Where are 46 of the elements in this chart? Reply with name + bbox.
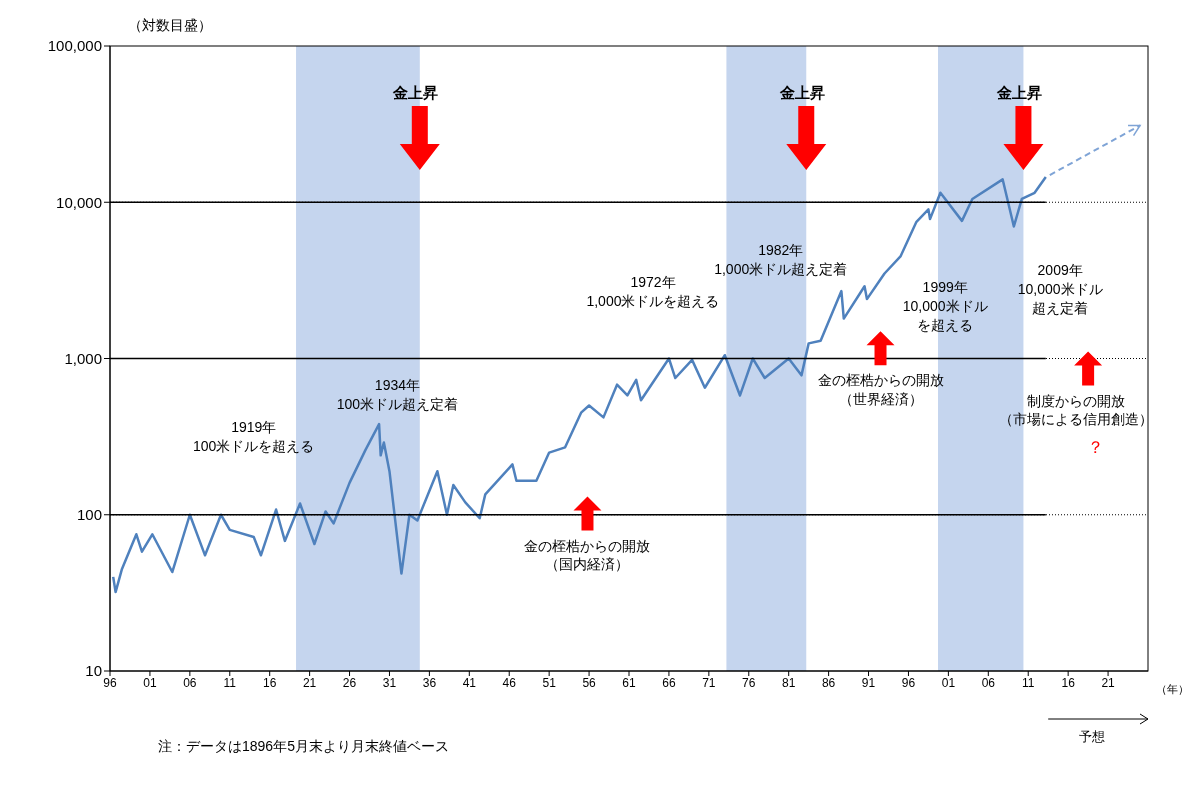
text: 注：データは1896年5月末より月末終値ベース (158, 738, 449, 754)
annotation: 1934年100米ドル超え定着 (336, 376, 459, 412)
x-tick-label: 31 (382, 675, 397, 690)
band-label: 金上昇 (995, 84, 1042, 101)
x-tick-label: 11 (1022, 675, 1035, 690)
x-tick-label: 21 (1101, 675, 1116, 690)
x-tick-label: 36 (422, 675, 437, 690)
x-tick-label: 41 (462, 675, 477, 690)
y-tick-label: 1,000 (64, 349, 102, 367)
band-label: 金上昇 (778, 84, 825, 101)
x-tick-label: 16 (263, 675, 277, 690)
x-tick-label: 16 (1061, 675, 1076, 690)
text: 予想 (1079, 729, 1106, 744)
x-tick-label: 71 (702, 675, 716, 690)
x-tick-label: 51 (542, 675, 557, 690)
x-tick-label: 96 (103, 675, 117, 690)
annotation: 2009年10,000米ドル超え定着 (1017, 262, 1103, 317)
annotation: ？ (1086, 437, 1104, 457)
x-tick-label: 81 (782, 675, 796, 690)
annotation: 1999年10,000米ドルを超える (902, 279, 988, 334)
x-tick-label: 56 (582, 675, 597, 690)
x-tick-label: 96 (901, 675, 916, 690)
x-tick-label: 11 (223, 675, 237, 690)
annotation: 金の桎梏からの開放（国内経済） (524, 537, 651, 573)
y-tick-label: 10,000 (56, 193, 102, 211)
x-tick-label: 76 (742, 675, 756, 690)
x-axis-title: （年） (1156, 683, 1189, 695)
y-tick-label: 100,000 (47, 37, 102, 55)
band-label: 金上昇 (392, 84, 439, 101)
x-tick-label: 01 (143, 675, 157, 690)
x-tick-label: 01 (941, 675, 956, 690)
x-tick-label: 26 (342, 675, 357, 690)
annotation: 金の桎梏からの開放（世界経済） (817, 372, 944, 408)
x-tick-label: 46 (502, 675, 517, 690)
x-tick-label: 66 (662, 675, 676, 690)
y-axis-title: （対数目盛） (128, 17, 212, 33)
x-tick-label: 91 (861, 675, 876, 690)
x-tick-label: 06 (981, 675, 996, 690)
x-tick-label: 21 (302, 675, 317, 690)
x-tick-label: 06 (183, 675, 197, 690)
y-tick-label: 10 (85, 662, 102, 680)
annotation: 制度からの開放（市場による信用創造） (999, 392, 1154, 428)
annotation: 1919年100米ドルを超える (193, 418, 315, 454)
y-tick-label: 100 (76, 506, 102, 524)
x-tick-label: 61 (622, 675, 636, 690)
x-tick-label: 86 (821, 675, 836, 690)
